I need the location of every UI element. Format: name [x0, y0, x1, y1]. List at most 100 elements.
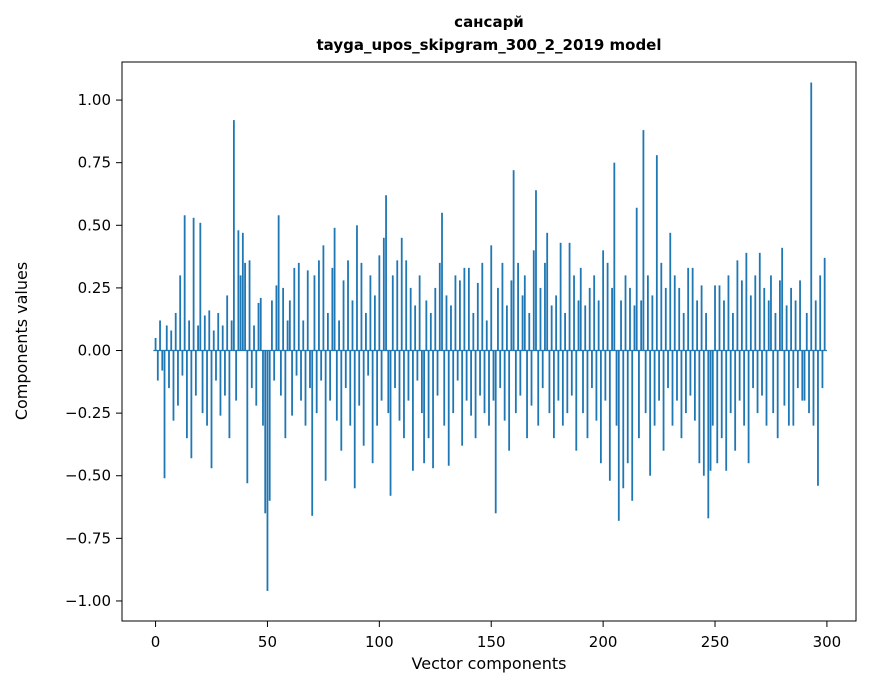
bar	[805, 312, 808, 351]
bar	[333, 227, 336, 351]
bar	[819, 275, 822, 351]
bar	[711, 350, 714, 426]
x-tick-label: 300	[813, 633, 842, 651]
bar	[326, 312, 329, 351]
bar	[642, 130, 645, 351]
bar	[613, 162, 616, 351]
bar	[564, 312, 566, 351]
bars-group	[153, 82, 827, 591]
bar	[224, 350, 226, 396]
bar	[306, 270, 309, 351]
bar	[669, 232, 672, 351]
bar	[210, 350, 213, 469]
bar	[763, 287, 766, 351]
bar	[485, 320, 488, 351]
bar	[481, 262, 484, 351]
y-axis-label: Components values	[12, 262, 31, 420]
bar	[555, 295, 558, 351]
bar	[696, 300, 699, 351]
bar	[709, 350, 712, 471]
bar	[553, 350, 555, 439]
bar	[476, 282, 479, 351]
bar	[452, 350, 455, 414]
bar	[640, 300, 643, 351]
x-tick-label: 0	[151, 633, 161, 651]
bar	[754, 275, 757, 351]
bar	[783, 350, 786, 406]
bar	[369, 275, 372, 351]
bar	[170, 330, 173, 351]
bar	[664, 287, 667, 351]
bar	[693, 350, 696, 421]
y-tick-label: 0.75	[78, 154, 111, 172]
bar	[188, 320, 191, 351]
bar	[734, 350, 737, 451]
bar	[752, 350, 754, 389]
bar	[282, 287, 285, 351]
bar	[761, 350, 763, 396]
bar	[653, 350, 656, 426]
bar	[631, 350, 634, 501]
bar	[593, 275, 596, 351]
bar	[546, 232, 549, 351]
bar	[320, 350, 323, 381]
bar	[174, 312, 177, 351]
bar	[595, 350, 598, 421]
bar	[678, 287, 681, 351]
bar	[646, 275, 649, 351]
bar	[161, 350, 164, 371]
bar	[667, 350, 669, 389]
bar	[794, 300, 797, 351]
bar	[250, 350, 253, 389]
bar	[217, 312, 220, 351]
bar	[239, 275, 242, 351]
bar	[423, 350, 425, 464]
bar	[219, 350, 222, 416]
bar	[353, 350, 356, 489]
bar	[635, 207, 638, 351]
bar	[425, 300, 428, 351]
bar	[380, 350, 383, 401]
bar	[787, 350, 790, 426]
bar	[387, 350, 390, 414]
bar	[365, 312, 367, 351]
bar	[577, 300, 580, 351]
bar	[212, 330, 215, 351]
bar	[770, 275, 772, 351]
bar	[508, 350, 511, 451]
bar	[729, 350, 732, 414]
bar	[347, 260, 349, 351]
bar	[244, 262, 246, 351]
bar	[302, 320, 305, 351]
bar	[620, 300, 622, 351]
bar	[311, 350, 314, 516]
bar	[774, 312, 777, 351]
bar	[658, 350, 660, 401]
bar	[512, 170, 515, 351]
bar	[179, 275, 182, 351]
bar	[221, 325, 224, 351]
bar	[738, 350, 741, 401]
bar	[557, 350, 560, 401]
bar	[429, 312, 432, 351]
bar	[602, 250, 605, 351]
bar	[465, 350, 468, 401]
bar	[781, 247, 784, 351]
bar	[248, 260, 251, 351]
bar	[799, 280, 801, 351]
bar	[459, 280, 461, 351]
bar	[523, 275, 526, 351]
bar	[461, 350, 464, 446]
bar	[573, 275, 575, 351]
bar	[288, 300, 291, 351]
bar	[186, 350, 188, 439]
bar	[506, 305, 508, 351]
bar	[747, 350, 750, 464]
bar	[454, 275, 457, 351]
y-tick-label: 0.50	[78, 216, 111, 234]
bar	[371, 350, 374, 464]
bar	[385, 195, 387, 351]
y-tick-label: −0.25	[65, 404, 111, 422]
bar	[201, 350, 204, 414]
